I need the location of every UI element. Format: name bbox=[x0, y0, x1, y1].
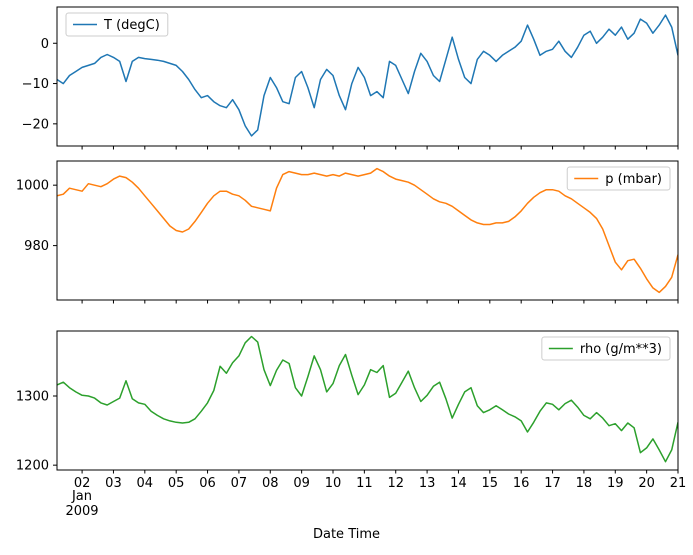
x-offset-year-label: 2009 bbox=[65, 504, 99, 519]
pressure-subplot: 1000 980 p (mbar) bbox=[16, 160, 679, 304]
x-tick-label: 02 bbox=[74, 476, 91, 491]
x-tick-label: 11 bbox=[356, 476, 373, 491]
x-tick-label: 07 bbox=[231, 476, 248, 491]
legend-pressure: p (mbar) bbox=[566, 166, 671, 191]
x-offset-month-label: Jan bbox=[71, 489, 93, 504]
legend-box bbox=[541, 336, 671, 361]
legend-temperature: T (degC) bbox=[65, 12, 169, 37]
temperature-line bbox=[57, 14, 678, 137]
x-tick-label: 06 bbox=[199, 476, 216, 491]
legend-label: p (mbar) bbox=[605, 172, 662, 187]
density-line bbox=[57, 335, 678, 463]
x-tick-label: 08 bbox=[262, 476, 279, 491]
legend-density: rho (g/m**3) bbox=[541, 336, 671, 361]
y-tick-label: 980 bbox=[24, 239, 49, 254]
axes-frame bbox=[56, 330, 679, 471]
x-tick-label: 15 bbox=[482, 476, 499, 491]
temperature-subplot: 0 −10 −20 T (degC) bbox=[22, 6, 679, 150]
x-tick-label: 04 bbox=[137, 476, 154, 491]
y-tick-label: 0 bbox=[41, 37, 49, 52]
y-tick-label: −10 bbox=[22, 77, 49, 92]
legend-box bbox=[65, 12, 169, 37]
pressure-line bbox=[57, 167, 678, 294]
y-tick-label: 1300 bbox=[16, 390, 49, 405]
x-tick-label: 09 bbox=[293, 476, 310, 491]
legend-label: rho (g/m**3) bbox=[580, 342, 662, 357]
y-tick-label: 1200 bbox=[16, 459, 49, 474]
x-axis-title: Date Time bbox=[312, 527, 381, 542]
x-tick-label: 19 bbox=[607, 476, 624, 491]
axes-frame bbox=[56, 160, 679, 301]
x-tick-label: 03 bbox=[105, 476, 122, 491]
legend-box bbox=[566, 166, 671, 191]
x-tick-label: 12 bbox=[387, 476, 404, 491]
x-tick-label: 18 bbox=[576, 476, 593, 491]
legend-label: T (degC) bbox=[103, 18, 160, 33]
x-tick-label: 21 bbox=[670, 476, 687, 491]
x-tick-label: 20 bbox=[638, 476, 655, 491]
y-tick-label: −20 bbox=[22, 117, 49, 132]
x-tick-label: 10 bbox=[325, 476, 342, 491]
x-tick-label: 05 bbox=[168, 476, 185, 491]
density-subplot: 1300 1200 02 03 04 05 06 07 08 09 10 11 12 13 14 15 16 17… bbox=[16, 330, 687, 491]
y-tick-label: 1000 bbox=[16, 179, 49, 194]
x-tick-label: 13 bbox=[419, 476, 436, 491]
x-tick-label: 16 bbox=[513, 476, 530, 491]
x-tick-label: 14 bbox=[450, 476, 467, 491]
x-tick-label: 17 bbox=[544, 476, 561, 491]
axes-frame bbox=[56, 6, 679, 147]
